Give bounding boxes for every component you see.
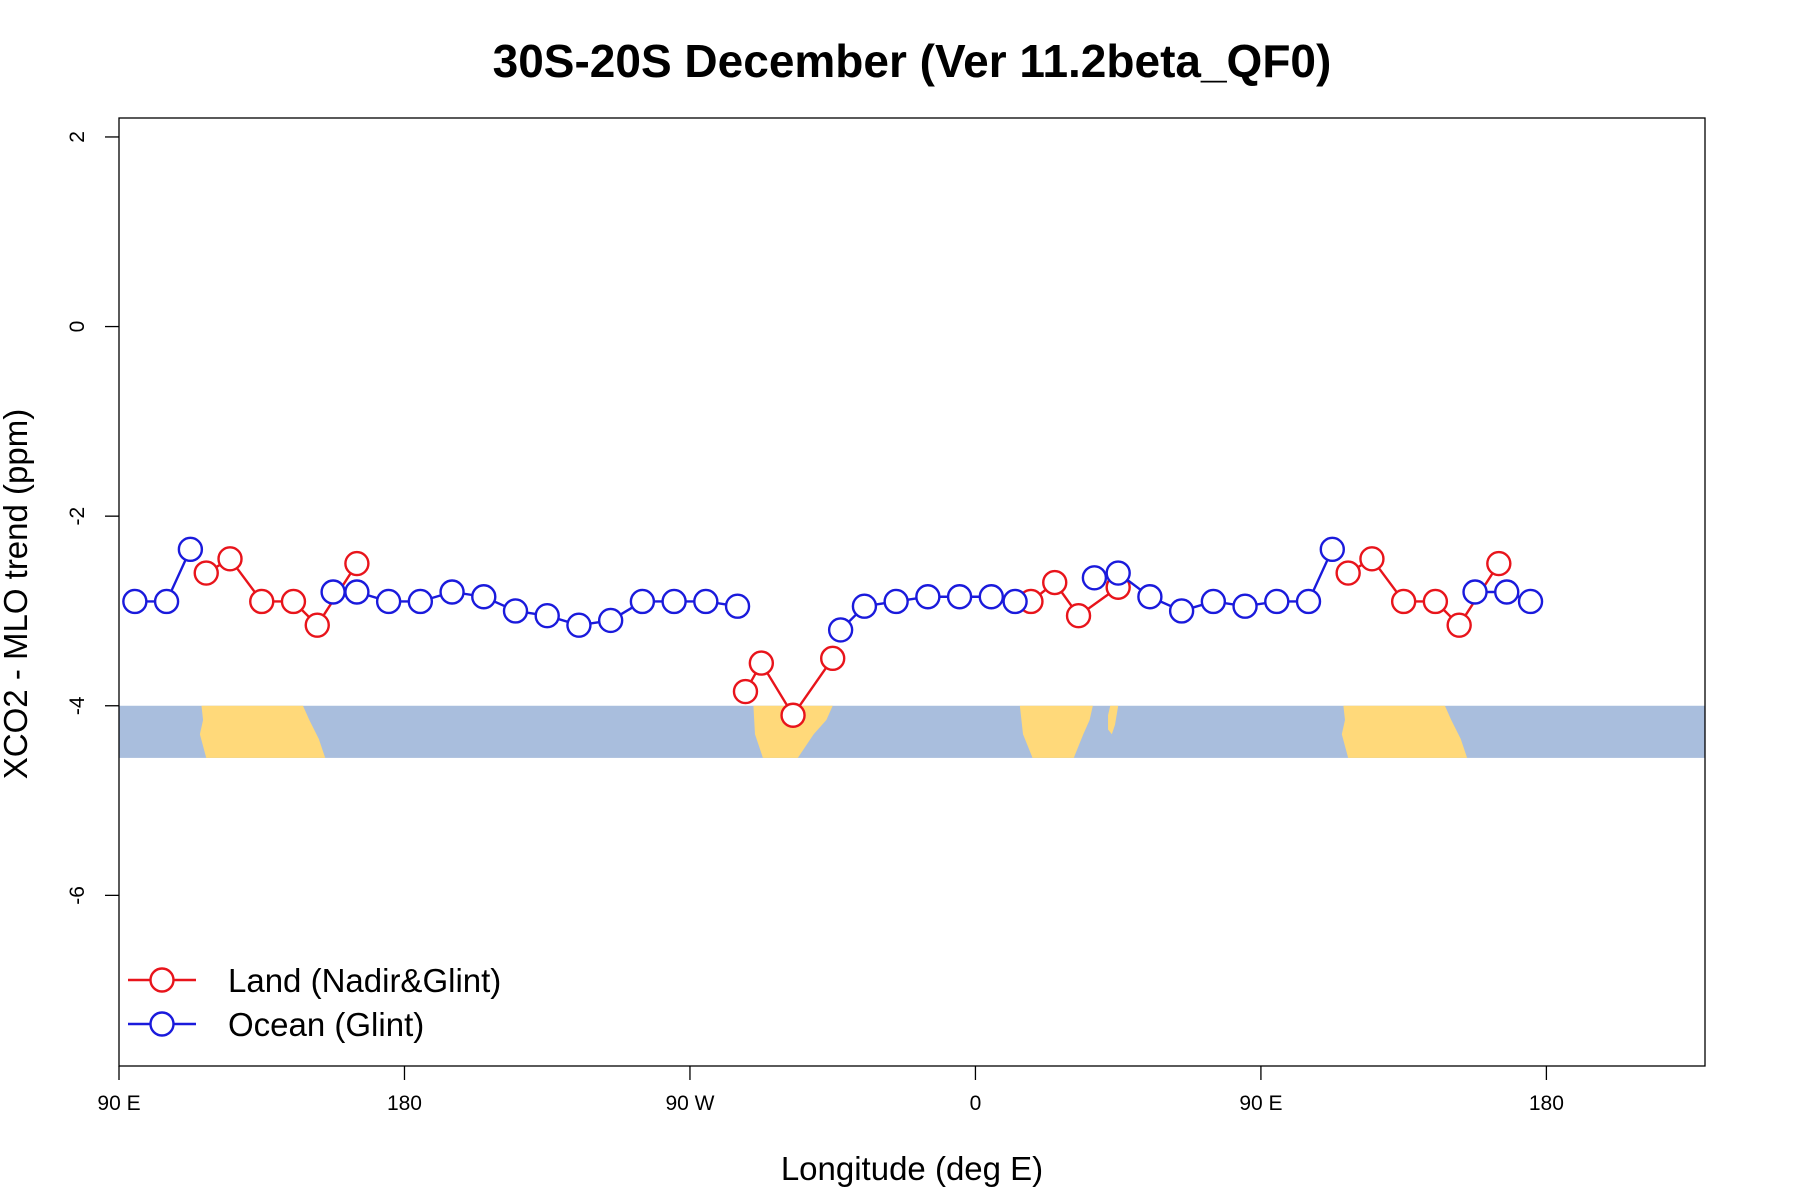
ocean-band xyxy=(119,705,1705,758)
data-point-ocean xyxy=(471,584,497,610)
data-point-ocean xyxy=(534,603,560,629)
data-point-land xyxy=(1359,546,1385,572)
data-point-land xyxy=(780,702,806,728)
legend-label-land: Land (Nadir&Glint) xyxy=(228,962,501,999)
data-point-ocean xyxy=(1232,593,1258,619)
data-point-land xyxy=(344,550,370,577)
legend-item-land: Land (Nadir&Glint) xyxy=(128,962,501,999)
legend-item-ocean: Ocean (Glint) xyxy=(128,1006,424,1043)
data-point-ocean xyxy=(883,588,909,615)
x-tick-label: 0 xyxy=(970,1092,982,1115)
x-tick-label: 180 xyxy=(1529,1092,1564,1115)
data-point-land xyxy=(1335,560,1361,586)
land-mass xyxy=(753,705,833,758)
data-point-land xyxy=(217,546,243,572)
x-axis-title: Longitude (deg E) xyxy=(781,1150,1043,1187)
data-point-ocean xyxy=(915,584,941,610)
chart-title: 30S-20S December (Ver 11.2beta_QF0) xyxy=(493,35,1332,87)
data-point-land xyxy=(1042,569,1068,596)
data-point-land xyxy=(748,650,775,676)
legend: Land (Nadir&Glint) Ocean (Glint) xyxy=(128,962,501,1043)
land-mass xyxy=(1341,705,1468,758)
data-point-ocean xyxy=(629,588,656,615)
data-point-ocean xyxy=(566,612,592,638)
data-point-ocean xyxy=(1081,565,1108,591)
series-line-land xyxy=(744,657,834,718)
x-tick-label: 90 E xyxy=(1239,1092,1282,1115)
data-point-land xyxy=(1422,588,1449,615)
world-map-band xyxy=(119,705,1705,758)
data-point-ocean xyxy=(122,588,148,615)
data-point-land xyxy=(1065,603,1092,629)
legend-marker-land xyxy=(149,967,175,993)
y-tick-label: -2 xyxy=(66,507,89,526)
data-point-land xyxy=(820,645,846,672)
data-point-land xyxy=(249,588,275,615)
y-tick-label: -6 xyxy=(66,886,89,905)
data-point-land xyxy=(1446,612,1472,638)
data-point-ocean xyxy=(1517,588,1544,615)
x-axis: 90 E 180 90 W 0 90 E 180 xyxy=(97,1066,1564,1115)
data-point-land xyxy=(1390,588,1417,615)
data-point-ocean xyxy=(153,588,180,615)
data-point-ocean xyxy=(724,593,751,619)
data-point-ocean xyxy=(177,536,204,563)
y-tick-label: 0 xyxy=(66,321,89,333)
data-point-ocean xyxy=(1295,588,1322,615)
data-point-ocean xyxy=(344,579,370,605)
legend-label-ocean: Ocean (Glint) xyxy=(228,1006,424,1043)
data-point-ocean xyxy=(851,593,878,619)
land-mass xyxy=(1019,705,1093,758)
data-point-ocean xyxy=(1137,584,1163,610)
y-axis: 2 0 -2 -4 -6 xyxy=(66,131,119,905)
series-line-land xyxy=(1030,580,1119,618)
data-point-ocean xyxy=(439,579,465,605)
data-point-ocean xyxy=(320,579,346,605)
x-tick-label: 180 xyxy=(387,1092,422,1115)
land-mass xyxy=(1108,705,1119,735)
data-point-ocean xyxy=(946,584,973,610)
y-axis-title: XCO2 - MLO trend (ppm) xyxy=(0,409,34,779)
x-tick-label: 90 E xyxy=(97,1092,140,1115)
data-point-land xyxy=(280,588,307,615)
x-tick-label: 90 W xyxy=(665,1092,714,1115)
data-point-land xyxy=(1486,550,1512,577)
data-point-ocean xyxy=(375,588,402,615)
series-layer xyxy=(122,536,1544,728)
data-point-ocean xyxy=(1494,579,1520,605)
data-point-land xyxy=(193,560,219,586)
y-tick-label: -4 xyxy=(66,696,89,715)
data-point-ocean xyxy=(597,607,624,634)
plot-frame xyxy=(118,117,1706,1067)
data-point-ocean xyxy=(1168,598,1195,624)
data-point-ocean xyxy=(827,617,854,643)
data-point-ocean xyxy=(978,584,1004,610)
data-point-land xyxy=(732,678,759,705)
y-tick-label: 2 xyxy=(66,131,89,143)
data-point-ocean xyxy=(1264,588,1290,615)
data-point-land xyxy=(304,612,330,638)
data-point-ocean xyxy=(1200,588,1227,615)
data-point-ocean xyxy=(661,588,687,615)
data-point-ocean xyxy=(693,588,719,615)
data-point-ocean xyxy=(502,598,529,624)
data-point-ocean xyxy=(1105,560,1131,586)
data-point-ocean xyxy=(407,588,434,615)
data-point-ocean xyxy=(1319,536,1345,563)
data-point-ocean xyxy=(1002,588,1028,615)
data-point-ocean xyxy=(1462,579,1488,605)
legend-marker-ocean xyxy=(149,1011,175,1037)
land-mass xyxy=(199,705,326,758)
